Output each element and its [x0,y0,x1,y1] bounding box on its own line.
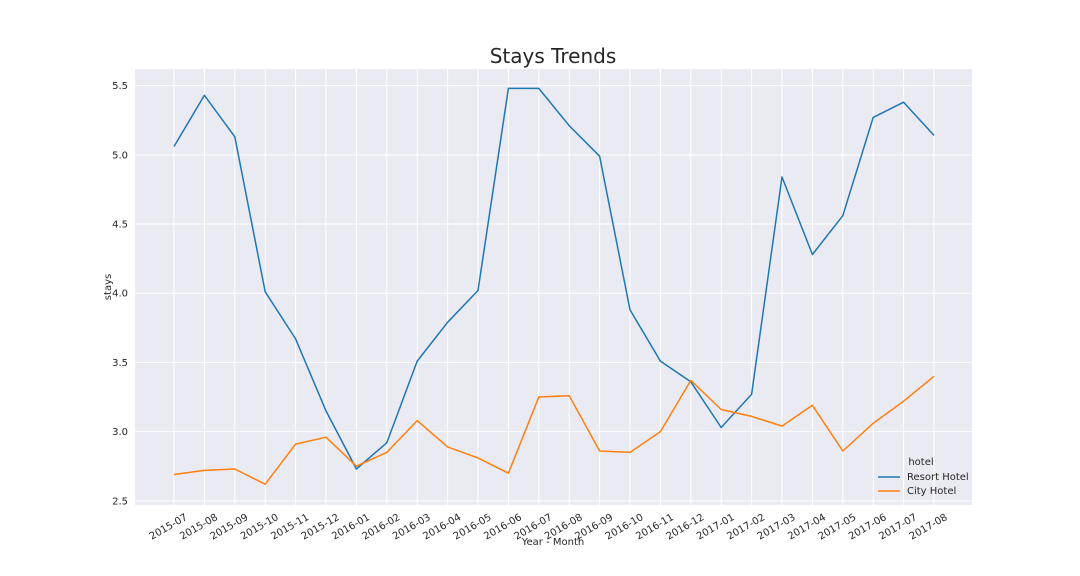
y-tick-label: 3.0 [112,427,128,438]
chart-title: Stays Trends [490,44,617,68]
series-line-resort-hotel [173,87,935,470]
plot-background [135,69,972,505]
y-tick-label: 4.5 [112,220,128,231]
series-line-city-hotel [173,375,935,485]
legend: hotel Resort Hotel City Hotel [878,457,969,497]
y-tick-label: 5.0 [112,150,128,161]
legend-label-resort-hotel: Resort Hotel [907,472,969,483]
x-axis-label: Year - Month [521,537,584,548]
y-tick-label: 4.0 [112,289,128,300]
legend-label-city-hotel: City Hotel [907,486,956,497]
y-axis-ticks: 2.5 3.0 3.5 4.0 4.5 5.0 5.5 [112,81,128,507]
legend-title: hotel [908,457,933,468]
y-tick-label: 2.5 [112,496,128,507]
series-lines [173,87,935,485]
y-tick-label: 3.5 [112,358,128,369]
y-axis-label: stays [103,274,114,300]
y-tick-label: 5.5 [112,81,128,92]
